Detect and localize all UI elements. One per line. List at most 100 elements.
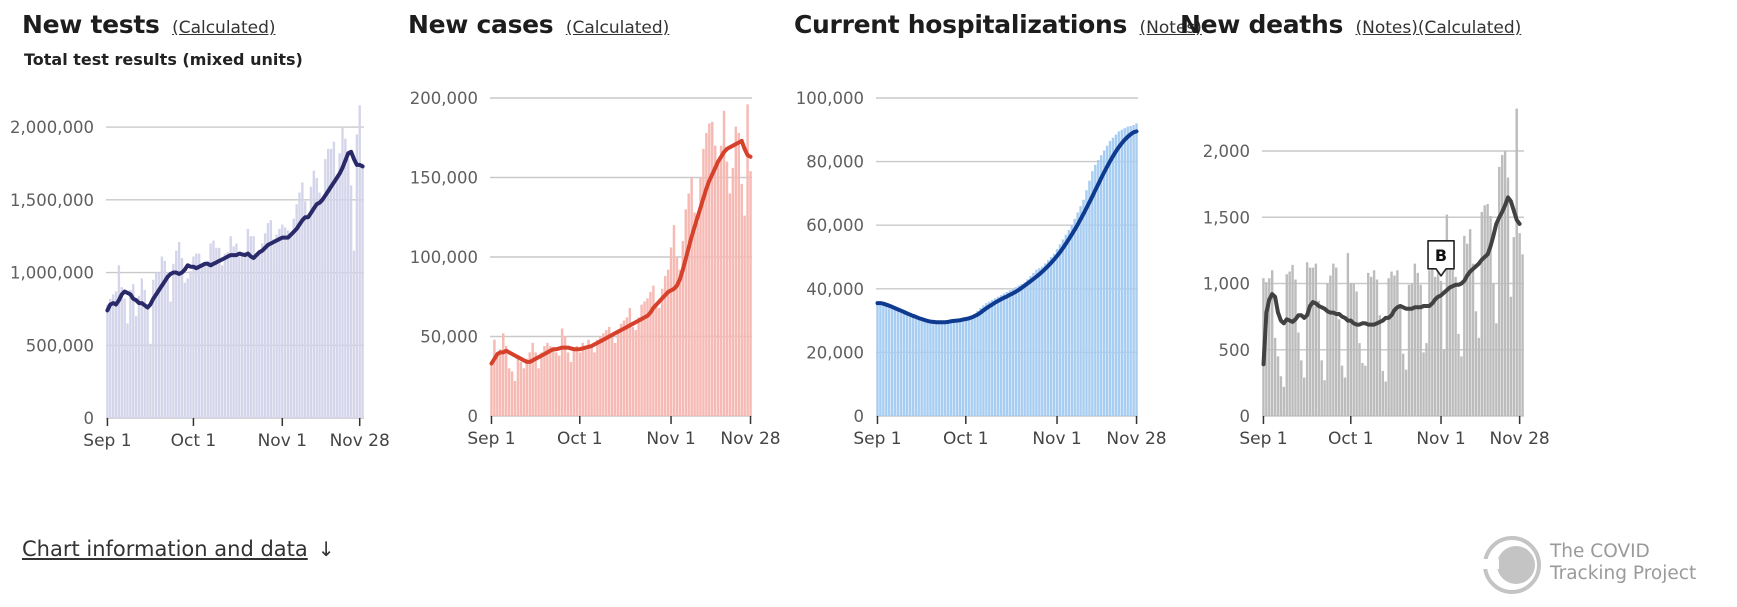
bar — [1457, 333, 1460, 416]
deaths-calculated-link[interactable]: (Calculated) — [1417, 18, 1522, 38]
bar — [1132, 125, 1135, 416]
bar — [929, 322, 932, 416]
bar — [557, 355, 561, 416]
bar — [215, 247, 218, 418]
bar — [1410, 283, 1414, 416]
bar — [1480, 211, 1483, 416]
deaths-title: New deaths — [1180, 10, 1344, 39]
bar — [578, 352, 582, 416]
bar — [275, 234, 278, 418]
bar — [1067, 229, 1071, 416]
x-tick-label: Oct 1 — [1328, 429, 1374, 449]
bar — [725, 161, 729, 416]
bar — [1044, 263, 1047, 416]
bar — [166, 272, 169, 418]
y-tick-label: 0 — [468, 407, 479, 426]
bar — [1052, 253, 1056, 416]
bar — [200, 266, 204, 418]
chart-info-link[interactable]: Chart information and data ↓ — [22, 537, 335, 561]
bar — [705, 132, 708, 417]
bar — [1358, 343, 1361, 416]
bar — [1300, 360, 1303, 416]
bar — [563, 336, 567, 416]
bar — [890, 308, 894, 416]
bar — [610, 336, 614, 416]
bar — [522, 368, 526, 416]
deaths-notes-link[interactable]: (Notes) — [1355, 18, 1418, 38]
average-line — [1261, 195, 1522, 367]
bar — [1483, 205, 1486, 416]
bar — [1515, 108, 1518, 416]
bar — [1091, 171, 1094, 416]
brand-logo-block[interactable]: The COVID Tracking Project — [1480, 530, 1720, 600]
bar — [728, 193, 732, 416]
bar — [1439, 280, 1443, 416]
bar — [1017, 285, 1020, 416]
annotation-marker[interactable]: B — [1427, 240, 1455, 277]
deaths-chart: 0 500 1,000 1,500 2,000 Sep 1 Oct 1 Nov 1 Nov 28… — [1203, 108, 1550, 449]
tests-title: New tests — [22, 10, 160, 39]
bar — [1064, 234, 1068, 416]
chart-info-link-label[interactable]: Chart information and data — [22, 537, 308, 561]
y-tick-label: 60,000 — [806, 216, 864, 235]
bar — [1002, 293, 1006, 416]
bar — [1303, 377, 1306, 416]
bar — [1023, 282, 1026, 416]
bar — [1384, 381, 1387, 416]
bar — [719, 145, 723, 416]
bar — [1317, 300, 1320, 416]
bar — [1058, 244, 1062, 416]
bar — [649, 291, 652, 416]
bar — [347, 159, 350, 418]
hospitalizations-notes-link[interactable]: (Notes) — [1139, 18, 1202, 38]
bar — [955, 319, 959, 416]
bar — [616, 330, 620, 416]
bar — [1335, 267, 1338, 416]
bar — [608, 326, 611, 416]
bar — [516, 355, 520, 416]
x-tick-label: Nov 28 — [330, 431, 390, 451]
bar — [896, 311, 900, 416]
bar — [1005, 291, 1009, 416]
tests-calculated-link[interactable]: (Calculated) — [172, 18, 276, 38]
bar — [885, 305, 888, 416]
bar — [1291, 264, 1294, 416]
bar — [163, 260, 166, 418]
cases-calculated-link[interactable]: (Calculated) — [565, 18, 670, 38]
bar — [590, 346, 593, 416]
bar — [1123, 128, 1126, 416]
bar — [602, 333, 605, 416]
y-tick-label: 50,000 — [420, 328, 478, 347]
bar — [902, 313, 906, 416]
bar — [938, 322, 941, 416]
bar — [1500, 154, 1504, 416]
bar — [1436, 270, 1440, 416]
bar — [652, 285, 655, 416]
bar — [581, 342, 584, 416]
bar — [129, 290, 132, 418]
bar — [1489, 215, 1492, 416]
bar — [261, 243, 264, 418]
y-tick-label: 0 — [1240, 407, 1251, 426]
tests-chart: 0 500,000 1,000,000 1,500,000 2,000,000 Sep 1… — [10, 105, 390, 451]
bar — [525, 358, 529, 416]
bar — [1419, 284, 1422, 416]
x-tick-label: Sep 1 — [83, 431, 131, 451]
bar — [958, 319, 962, 416]
bar — [292, 218, 295, 418]
bar — [1454, 276, 1457, 416]
x-tick-label: Nov 28 — [1106, 429, 1166, 449]
bar — [952, 320, 956, 416]
bar — [596, 339, 599, 416]
tests-subtitle: Total test results (mixed units) — [24, 50, 303, 69]
bar — [946, 321, 950, 416]
bar — [295, 204, 298, 418]
bar — [269, 220, 273, 418]
bar — [341, 127, 344, 418]
bar — [675, 257, 679, 416]
hospitalizations-panel-header: Current hospitalizations (Notes) — [794, 10, 1202, 39]
bar — [258, 252, 261, 418]
bar — [169, 301, 172, 418]
bar — [537, 368, 540, 416]
bar — [132, 284, 135, 418]
